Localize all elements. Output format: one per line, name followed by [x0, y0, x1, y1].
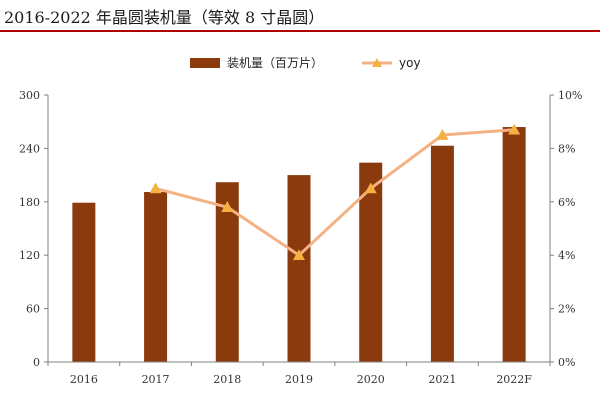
chart-title: 2016-2022 年晶圆装机量（等效 8 寸晶圆） [4, 8, 325, 27]
y2-tick-label: 4% [558, 249, 575, 262]
bar-2021 [430, 145, 454, 362]
bar-2022F [502, 127, 526, 362]
yoy-point-2019 [293, 249, 305, 260]
y-tick-label: 120 [19, 249, 40, 262]
yoy-point-2017 [149, 182, 162, 194]
axes-group: 0 60 120 180 240 300 0% 2% 4% 6% 8% 10% 2016 2017 2018… [19, 89, 582, 386]
x-tick-label: 2022F [496, 373, 532, 386]
bars-group [72, 127, 526, 362]
bar-2016 [72, 202, 96, 362]
y-tick-label: 180 [19, 196, 40, 209]
yoy-point-2018 [221, 201, 234, 212]
yoy-point-2021 [436, 129, 449, 140]
y2-tick-label: 2% [558, 303, 575, 316]
line-group [149, 123, 521, 260]
x-tick-label: 2016 [70, 373, 98, 386]
legend-bar-label: 装机量（百万片） [227, 56, 323, 70]
bar-2020 [359, 162, 383, 362]
x-tick-label: 2017 [142, 373, 170, 386]
y-tick-label: 60 [26, 303, 40, 316]
legend-line-marker [372, 58, 382, 67]
x-tick-label: 2018 [213, 373, 241, 386]
y2-tick-label: 8% [558, 142, 575, 155]
x-tick-label: 2020 [357, 373, 385, 386]
y-tick-label: 300 [19, 89, 40, 102]
yoy-point-2020 [364, 182, 377, 194]
yoy-point-2022F [508, 123, 521, 135]
legend-bar-swatch [190, 58, 220, 68]
legend-line-label: yoy [399, 56, 421, 70]
legend: 装机量（百万片） yoy [190, 56, 421, 70]
bar-2018 [215, 182, 239, 362]
y2-tick-label: 0% [558, 356, 575, 369]
y-tick-label: 240 [19, 142, 40, 155]
y-tick-label: 0 [33, 356, 40, 369]
yoy-line [155, 128, 515, 257]
y2-tick-label: 10% [558, 89, 582, 102]
title-underline [0, 30, 600, 32]
x-tick-label: 2021 [428, 373, 456, 386]
bar-2019 [287, 175, 311, 362]
x-tick-label: 2019 [285, 373, 313, 386]
bar-2017 [144, 192, 168, 362]
y2-tick-label: 6% [558, 196, 575, 209]
